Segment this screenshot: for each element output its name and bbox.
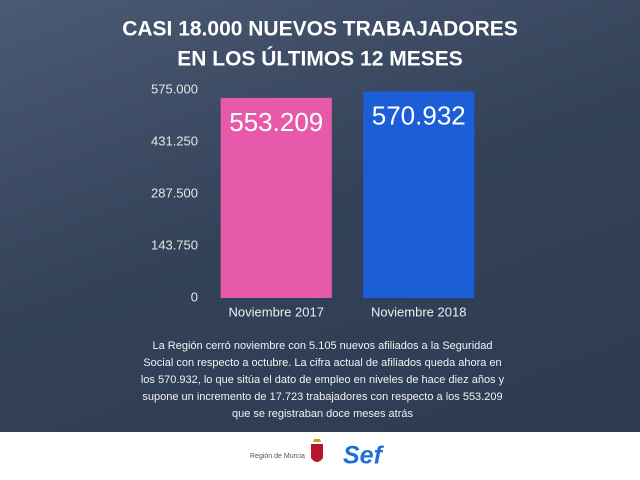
footer: Región de Murcia Sef: [0, 432, 640, 480]
chart-title: CASI 18.000 NUEVOS TRABAJADORES: [122, 18, 518, 41]
brand-logo: Sef: [343, 442, 385, 470]
x-tick-label: Noviembre 2018: [371, 304, 466, 319]
y-tick-label: 431.250: [151, 133, 198, 148]
chart: CASI 18.000 NUEVOS TRABAJADORES EN LOS Ú…: [122, 18, 518, 320]
crest-icon: [311, 444, 323, 462]
footer-logos: Región de Murcia Sef: [250, 439, 385, 470]
region-text: Región de Murcia: [250, 453, 305, 460]
bar: [363, 91, 475, 298]
y-tick-label: 287.500: [151, 185, 198, 200]
y-tick-label: 0: [191, 289, 198, 304]
chart-title: EN LOS ÚLTIMOS 12 MESES: [177, 47, 463, 71]
annotation: La Región cerró noviembre con 5.105 nuev…: [140, 340, 505, 420]
y-tick-label: 575.000: [151, 81, 198, 96]
value-label: 570.932: [372, 100, 466, 130]
crown-icon: [313, 439, 321, 442]
y-tick-label: 143.750: [151, 237, 198, 252]
value-label: 553.209: [229, 107, 323, 137]
x-tick-label: Noviembre 2017: [229, 304, 324, 319]
bar: [220, 97, 332, 298]
